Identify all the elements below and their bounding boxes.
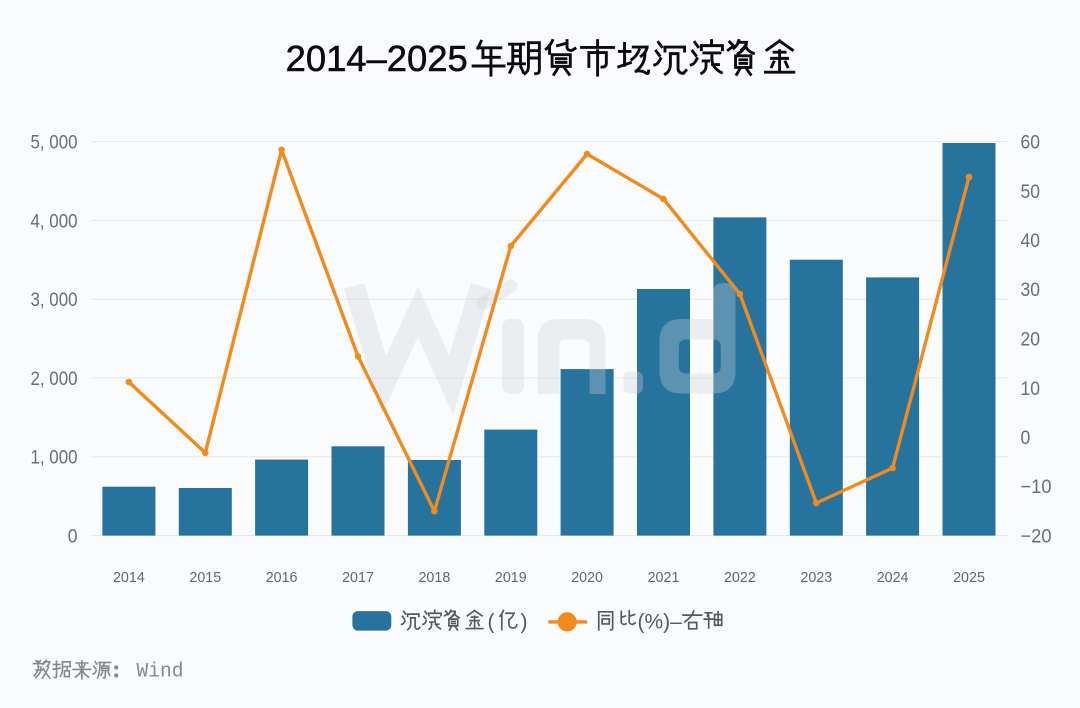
svg-text:2022: 2022 (724, 570, 756, 586)
svg-text:2018: 2018 (418, 570, 450, 586)
svg-text:2025: 2025 (953, 570, 985, 586)
svg-text:0: 0 (68, 526, 78, 548)
svg-text:3, 000: 3, 000 (31, 289, 78, 311)
svg-text:40: 40 (1021, 230, 1041, 252)
svg-text:2024: 2024 (877, 570, 909, 586)
svg-text:): ) (521, 611, 528, 634)
svg-text:−20: −20 (1021, 526, 1052, 548)
svg-text:2023: 2023 (800, 570, 832, 586)
svg-text:2021: 2021 (648, 570, 680, 586)
svg-text:10: 10 (1021, 378, 1041, 400)
svg-text:2014–2025: 2014–2025 (286, 38, 468, 79)
svg-text:2020: 2020 (571, 570, 603, 586)
svg-text:5, 000: 5, 000 (31, 132, 78, 154)
svg-text:(%)–: (%)– (638, 611, 683, 634)
svg-text:30: 30 (1021, 279, 1041, 301)
svg-text:2, 000: 2, 000 (31, 368, 78, 390)
svg-text:0: 0 (1021, 427, 1031, 449)
svg-text:4, 000: 4, 000 (31, 210, 78, 232)
svg-text:2015: 2015 (189, 570, 221, 586)
svg-text:−10: −10 (1021, 476, 1052, 498)
svg-text:60: 60 (1021, 132, 1041, 154)
svg-text:1, 000: 1, 000 (31, 447, 78, 469)
svg-text:2016: 2016 (266, 570, 298, 586)
svg-text:20: 20 (1021, 329, 1041, 351)
svg-text:2017: 2017 (342, 570, 374, 586)
svg-text:(: ( (488, 611, 495, 634)
svg-text:2014: 2014 (113, 570, 145, 586)
svg-text:50: 50 (1021, 181, 1041, 203)
svg-text:Wind: Wind (137, 661, 184, 684)
svg-text:2019: 2019 (495, 570, 527, 586)
